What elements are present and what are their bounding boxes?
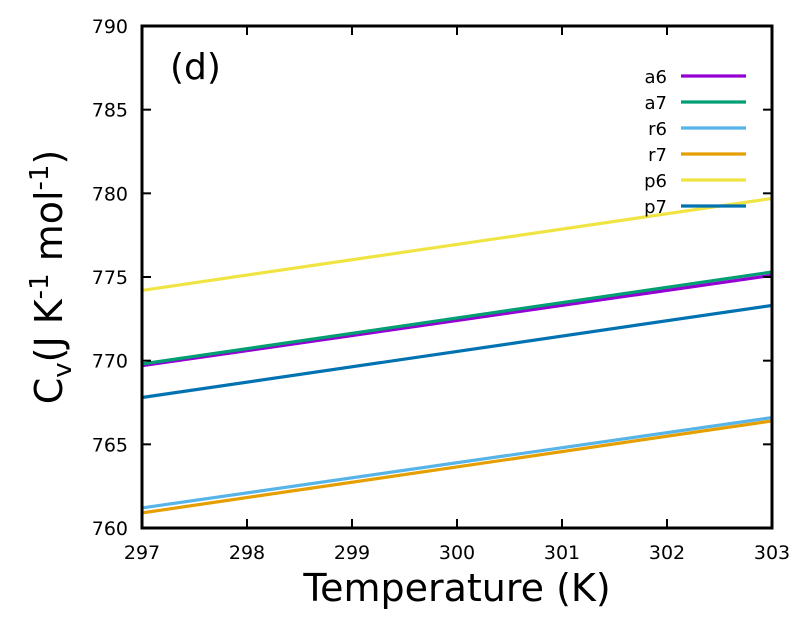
- series-line-p7: [141, 303, 773, 400]
- legend-label-r7: r7: [648, 145, 667, 166]
- panel-label: (d): [170, 47, 221, 88]
- x-tick-label: 302: [649, 542, 685, 564]
- legend-label-a7: a7: [645, 93, 667, 114]
- y-axis-title: Cv(J K-1 mol-1): [25, 150, 78, 405]
- y-axis-title-base: C: [27, 378, 71, 405]
- y-tick-label: 770: [92, 351, 128, 373]
- y-axis-title-part1: (J K: [27, 298, 71, 362]
- y-axis-title-subscript: v: [48, 362, 78, 377]
- legend-label-r6: r6: [648, 119, 667, 140]
- ticks-layer: 297 298 299 300 301 302 303 760 765 770 775 780 785 7…: [92, 16, 790, 564]
- legend-label-p7: p7: [644, 197, 667, 218]
- series-line-p6: [141, 196, 773, 292]
- y-axis-title-part2: mol: [27, 190, 71, 273]
- legend-label-p6: p6: [644, 171, 667, 192]
- x-tick-label: 297: [124, 542, 160, 564]
- x-tick-label: 301: [544, 542, 580, 564]
- series-layer: [141, 196, 773, 515]
- x-tick-label: 303: [754, 542, 790, 564]
- y-tick-label: 780: [92, 183, 128, 205]
- x-tick-label: 299: [334, 542, 370, 564]
- x-tick-label: 300: [439, 542, 475, 564]
- legend-label-a6: a6: [645, 67, 667, 88]
- y-tick-label: 790: [92, 16, 128, 38]
- series-line-a7: [141, 270, 773, 366]
- series-line-r7: [141, 419, 773, 515]
- x-tick-label: 298: [229, 542, 265, 564]
- y-axis-title-superscript-1: -1: [25, 273, 55, 299]
- y-axis-title-part3: ): [27, 150, 71, 165]
- x-axis-title: Temperature (K): [302, 566, 610, 610]
- y-tick-label: 760: [92, 518, 128, 540]
- y-axis-title-superscript-2: -1: [25, 165, 55, 191]
- y-tick-label: 765: [92, 434, 128, 456]
- series-line-r6: [141, 416, 773, 510]
- series-line-a6: [141, 273, 773, 368]
- legend: a6 a7 r6 r7 p6 p7: [644, 67, 746, 218]
- y-tick-label: 775: [92, 267, 128, 289]
- y-tick-label: 785: [92, 100, 128, 122]
